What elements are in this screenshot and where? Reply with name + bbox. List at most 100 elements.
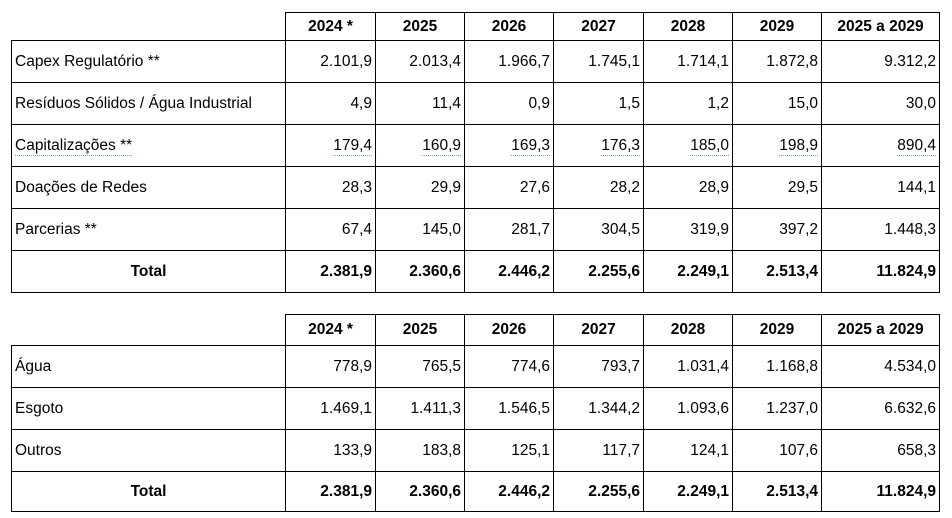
table-cell: 774,6 xyxy=(464,345,554,388)
table-cell: 2.013,4 xyxy=(375,40,465,83)
table-cell: 133,9 xyxy=(285,429,376,472)
table-cell: 1.411,3 xyxy=(375,387,465,430)
cell-value: 185,0 xyxy=(690,136,729,156)
table-cell: 15,0 xyxy=(732,82,822,125)
table-cell: 1,5 xyxy=(553,82,644,125)
table-cell: 319,9 xyxy=(643,208,733,251)
table-cell: 658,3 xyxy=(821,429,940,472)
row-label: Outros xyxy=(11,429,286,472)
cell-value: 176,3 xyxy=(601,136,640,156)
column-header: 2025 xyxy=(375,12,465,41)
row-label: Parcerias ** xyxy=(11,208,286,251)
table-cell: 1.448,3 xyxy=(821,208,940,251)
column-header: 2029 xyxy=(732,314,822,346)
total-cell: 2.360,6 xyxy=(375,250,465,293)
column-header: 2027 xyxy=(553,314,644,346)
investment-type-table: 2024 * 2025 2026 2027 2028 2029 2025 a 2… xyxy=(11,12,940,293)
cell-value: 160,9 xyxy=(422,136,461,156)
cell-value: 179,4 xyxy=(333,136,372,156)
table-cell: 198,9 xyxy=(732,124,822,167)
table-cell: 4.534,0 xyxy=(821,345,940,388)
table-cell: 117,7 xyxy=(553,429,644,472)
table-cell: 27,6 xyxy=(464,166,554,209)
table-cell: 1.966,7 xyxy=(464,40,554,83)
table-cell: 28,3 xyxy=(285,166,376,209)
table-cell: 1.031,4 xyxy=(643,345,733,388)
table-cell: 281,7 xyxy=(464,208,554,251)
total-label: Total xyxy=(11,471,286,512)
table-cell: 0,9 xyxy=(464,82,554,125)
table-cell: 1.872,8 xyxy=(732,40,822,83)
table-cell: 1.237,0 xyxy=(732,387,822,430)
table-row: Capex Regulatório ** 2.101,9 2.013,4 1.9… xyxy=(11,40,940,83)
table-cell: 4,9 xyxy=(285,82,376,125)
column-header: 2025 xyxy=(375,314,465,346)
header-corner xyxy=(11,12,286,41)
table-cell: 125,1 xyxy=(464,429,554,472)
table-cell: 765,5 xyxy=(375,345,465,388)
total-cell: 2.381,9 xyxy=(285,250,376,293)
total-cell: 2.360,6 xyxy=(375,471,465,512)
row-label: Esgoto xyxy=(11,387,286,430)
table-cell: 67,4 xyxy=(285,208,376,251)
header-row: 2024 * 2025 2026 2027 2028 2029 2025 a 2… xyxy=(11,314,940,346)
total-row: Total 2.381,9 2.360,6 2.446,2 2.255,6 2.… xyxy=(11,250,940,293)
table-row: Doações de Redes 28,3 29,9 27,6 28,2 28,… xyxy=(11,166,940,209)
row-label-text: Capitalizações ** xyxy=(15,136,133,156)
total-cell: 2.381,9 xyxy=(285,471,376,512)
table-cell: 30,0 xyxy=(821,82,940,125)
table-cell: 28,9 xyxy=(643,166,733,209)
table-cell: 29,5 xyxy=(732,166,822,209)
total-cell: 2.513,4 xyxy=(732,250,822,293)
cell-value: 890,4 xyxy=(897,136,936,156)
column-header: 2024 * xyxy=(285,12,376,41)
column-header: 2028 xyxy=(643,12,733,41)
total-cell: 2.513,4 xyxy=(732,471,822,512)
total-cell: 2.249,1 xyxy=(643,471,733,512)
table-cell: 183,8 xyxy=(375,429,465,472)
cell-value: 198,9 xyxy=(779,136,818,156)
table-row: Outros 133,9 183,8 125,1 117,7 124,1 107… xyxy=(11,429,940,472)
table-cell: 179,4 xyxy=(285,124,376,167)
table-cell: 9.312,2 xyxy=(821,40,940,83)
table-cell: 124,1 xyxy=(643,429,733,472)
row-label: Capex Regulatório ** xyxy=(11,40,286,83)
table-cell: 397,2 xyxy=(732,208,822,251)
row-label: Doações de Redes xyxy=(11,166,286,209)
header-corner xyxy=(11,314,286,346)
table-cell: 778,9 xyxy=(285,345,376,388)
table-cell: 1.546,5 xyxy=(464,387,554,430)
column-header: 2026 xyxy=(464,314,554,346)
table-cell: 144,1 xyxy=(821,166,940,209)
column-header: 2027 xyxy=(553,12,644,41)
column-header: 2028 xyxy=(643,314,733,346)
total-label: Total xyxy=(11,250,286,293)
row-label: Capitalizações ** xyxy=(11,124,286,167)
cell-value: 169,3 xyxy=(511,136,550,156)
table-cell: 1.168,8 xyxy=(732,345,822,388)
total-cell: 2.249,1 xyxy=(643,250,733,293)
table-cell: 28,2 xyxy=(553,166,644,209)
header-row: 2024 * 2025 2026 2027 2028 2029 2025 a 2… xyxy=(11,12,940,41)
table-cell: 1.093,6 xyxy=(643,387,733,430)
total-cell: 2.446,2 xyxy=(464,250,554,293)
table-cell: 185,0 xyxy=(643,124,733,167)
table-cell: 1,2 xyxy=(643,82,733,125)
total-row: Total 2.381,9 2.360,6 2.446,2 2.255,6 2.… xyxy=(11,471,940,512)
total-cell: 2.255,6 xyxy=(553,250,644,293)
table-cell: 890,4 xyxy=(821,124,940,167)
table-row: Parcerias ** 67,4 145,0 281,7 304,5 319,… xyxy=(11,208,940,251)
table-cell: 1.344,2 xyxy=(553,387,644,430)
table-cell: 145,0 xyxy=(375,208,465,251)
column-header: 2024 * xyxy=(285,314,376,346)
table-row: Resíduos Sólidos / Água Industrial 4,9 1… xyxy=(11,82,940,125)
total-cell: 11.824,9 xyxy=(821,250,940,293)
table-row: Água 778,9 765,5 774,6 793,7 1.031,4 1.1… xyxy=(11,345,940,388)
table-cell: 107,6 xyxy=(732,429,822,472)
column-header: 2026 xyxy=(464,12,554,41)
table-cell: 793,7 xyxy=(553,345,644,388)
table-cell: 29,9 xyxy=(375,166,465,209)
column-header: 2025 a 2029 xyxy=(821,314,940,346)
table-cell: 304,5 xyxy=(553,208,644,251)
segment-table: 2024 * 2025 2026 2027 2028 2029 2025 a 2… xyxy=(11,314,940,512)
